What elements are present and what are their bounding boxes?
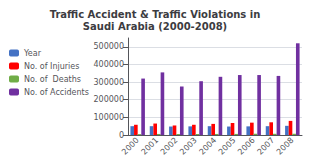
svg-text:No. of Injuries: No. of Injuries <box>24 62 79 71</box>
svg-text:Traffic Accident & Traffic Vio: Traffic Accident & Traffic Violations in <box>50 9 261 20</box>
svg-text:2006: 2006 <box>236 136 257 157</box>
svg-text:2007: 2007 <box>255 136 276 157</box>
svg-text:2000: 2000 <box>120 136 141 157</box>
svg-text:Year: Year <box>23 49 42 58</box>
svg-text:0: 0 <box>119 131 124 140</box>
svg-text:2008: 2008 <box>275 136 296 157</box>
svg-text:2005: 2005 <box>217 136 238 157</box>
svg-text:2001: 2001 <box>139 136 160 157</box>
svg-text:2003: 2003 <box>178 136 199 157</box>
svg-text:No. of Deaths: No. of Deaths <box>24 75 81 84</box>
svg-text:Saudi Arabia (2000-2008): Saudi Arabia (2000-2008) <box>83 21 227 32</box>
svg-text:2004: 2004 <box>197 136 218 157</box>
svg-text:No. of Accidents: No. of Accidents <box>24 88 89 97</box>
svg-text:100000: 100000 <box>93 113 124 122</box>
svg-text:200000: 200000 <box>93 95 124 104</box>
svg-text:500000: 500000 <box>93 42 124 51</box>
svg-text:400000: 400000 <box>93 60 124 69</box>
svg-text:2002: 2002 <box>159 136 180 157</box>
svg-text:300000: 300000 <box>93 78 124 87</box>
